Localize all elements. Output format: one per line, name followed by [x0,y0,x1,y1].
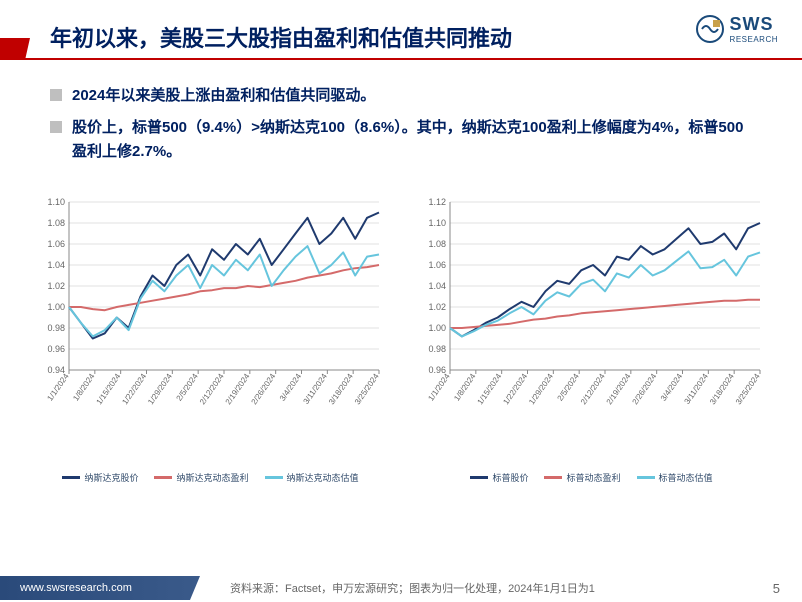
svg-text:2/26/2024: 2/26/2024 [249,372,277,407]
svg-text:3/11/2024: 3/11/2024 [301,372,329,406]
footer-source: 资料来源：Factset，申万宏源研究；图表为归一化处理，2024年1月1日为1 [230,580,595,596]
brand-logo: SWS RESEARCH [696,14,778,44]
svg-text:1.02: 1.02 [428,302,446,312]
logo-brand: SWS [730,14,778,35]
chart-left-svg: 0.940.960.981.001.021.041.061.081.101/1/… [31,194,391,464]
svg-text:0.98: 0.98 [47,323,65,333]
svg-text:1.06: 1.06 [47,239,65,249]
svg-text:2/26/2024: 2/26/2024 [630,372,658,407]
page-number: 5 [773,581,780,596]
svg-text:1/15/2024: 1/15/2024 [94,372,122,407]
svg-text:1.06: 1.06 [428,260,446,270]
svg-text:1.08: 1.08 [47,218,65,228]
legend-swatch [470,476,488,479]
slide-header: 年初以来，美股三大股指由盈利和估值共同推动 SWS RESEARCH [0,0,802,60]
bullet-marker-icon [50,121,62,133]
svg-text:3/18/2024: 3/18/2024 [708,372,736,407]
bullet-item: 2024年以来美股上涨由盈利和估值共同驱动。 [50,84,752,108]
svg-text:0.98: 0.98 [428,344,446,354]
legend-label: 标普动态盈利 [566,471,620,484]
legend-item: 纳斯达克股价 [62,471,138,484]
svg-text:1.00: 1.00 [47,302,65,312]
logo-icon [696,15,724,43]
footer-url: www.swsresearch.com [0,576,200,600]
svg-text:3/25/2024: 3/25/2024 [733,372,761,407]
svg-text:1/15/2024: 1/15/2024 [475,372,503,407]
legend-label: 纳斯达克股价 [84,471,138,484]
svg-text:2/19/2024: 2/19/2024 [223,372,251,407]
red-accent [0,38,30,58]
svg-text:3/18/2024: 3/18/2024 [327,372,355,407]
bullet-list: 2024年以来美股上涨由盈利和估值共同驱动。 股价上，标普500（9.4%）>纳… [0,60,802,184]
svg-text:3/4/2024: 3/4/2024 [277,372,303,403]
svg-text:2/5/2024: 2/5/2024 [174,372,200,403]
legend-label: 标普股价 [492,471,528,484]
charts-container: 0.940.960.981.001.021.041.061.081.101/1/… [0,184,802,484]
legend-swatch [637,476,655,479]
legend-swatch [154,476,172,479]
svg-text:1.02: 1.02 [47,281,65,291]
svg-text:0.96: 0.96 [47,344,65,354]
svg-text:2/19/2024: 2/19/2024 [604,372,632,407]
svg-text:1/29/2024: 1/29/2024 [146,372,174,407]
legend-item: 标普动态盈利 [544,471,620,484]
svg-text:1/8/2024: 1/8/2024 [71,372,97,403]
chart-left: 0.940.960.981.001.021.041.061.081.101/1/… [31,194,391,484]
legend-label: 纳斯达克动态估值 [287,471,359,484]
legend-item: 标普动态估值 [637,471,713,484]
svg-text:1.00: 1.00 [428,323,446,333]
svg-text:1/22/2024: 1/22/2024 [120,372,148,407]
svg-text:1/29/2024: 1/29/2024 [527,372,555,407]
svg-text:1/1/2024: 1/1/2024 [45,372,71,403]
header-divider [0,58,802,60]
chart-left-legend: 纳斯达克股价 纳斯达克动态盈利 纳斯达克动态估值 [31,471,391,484]
legend-item: 纳斯达克动态盈利 [154,471,248,484]
chart-right-legend: 标普股价 标普动态盈利 标普动态估值 [412,471,772,484]
svg-text:1.12: 1.12 [428,197,446,207]
legend-swatch [265,476,283,479]
svg-text:2/12/2024: 2/12/2024 [578,372,606,407]
svg-text:1.04: 1.04 [428,281,446,291]
svg-text:3/25/2024: 3/25/2024 [352,372,380,407]
legend-swatch [544,476,562,479]
svg-text:1.08: 1.08 [428,239,446,249]
svg-text:1/1/2024: 1/1/2024 [426,372,452,403]
svg-text:1/8/2024: 1/8/2024 [452,372,478,403]
chart-right: 0.960.981.001.021.041.061.081.101.121/1/… [412,194,772,484]
slide-footer: www.swsresearch.com 资料来源：Factset，申万宏源研究；… [0,574,802,602]
svg-text:1.10: 1.10 [428,218,446,228]
legend-label: 标普动态估值 [659,471,713,484]
bullet-marker-icon [50,89,62,101]
bullet-item: 股价上，标普500（9.4%）>纳斯达克100（8.6%）。其中，纳斯达克100… [50,116,752,164]
svg-text:3/4/2024: 3/4/2024 [658,372,684,403]
svg-text:1/22/2024: 1/22/2024 [501,372,529,407]
legend-swatch [62,476,80,479]
svg-text:2/5/2024: 2/5/2024 [555,372,581,403]
legend-item: 标普股价 [470,471,528,484]
svg-text:1.04: 1.04 [47,260,65,270]
svg-text:3/11/2024: 3/11/2024 [682,372,710,406]
bullet-text: 股价上，标普500（9.4%）>纳斯达克100（8.6%）。其中，纳斯达克100… [72,116,752,164]
svg-text:1.10: 1.10 [47,197,65,207]
bullet-text: 2024年以来美股上涨由盈利和估值共同驱动。 [72,84,375,108]
legend-item: 纳斯达克动态估值 [265,471,359,484]
logo-sub: RESEARCH [730,35,778,44]
svg-text:2/12/2024: 2/12/2024 [197,372,225,407]
page-title: 年初以来，美股三大股指由盈利和估值共同推动 [50,21,512,53]
legend-label: 纳斯达克动态盈利 [176,471,248,484]
chart-right-svg: 0.960.981.001.021.041.061.081.101.121/1/… [412,194,772,464]
